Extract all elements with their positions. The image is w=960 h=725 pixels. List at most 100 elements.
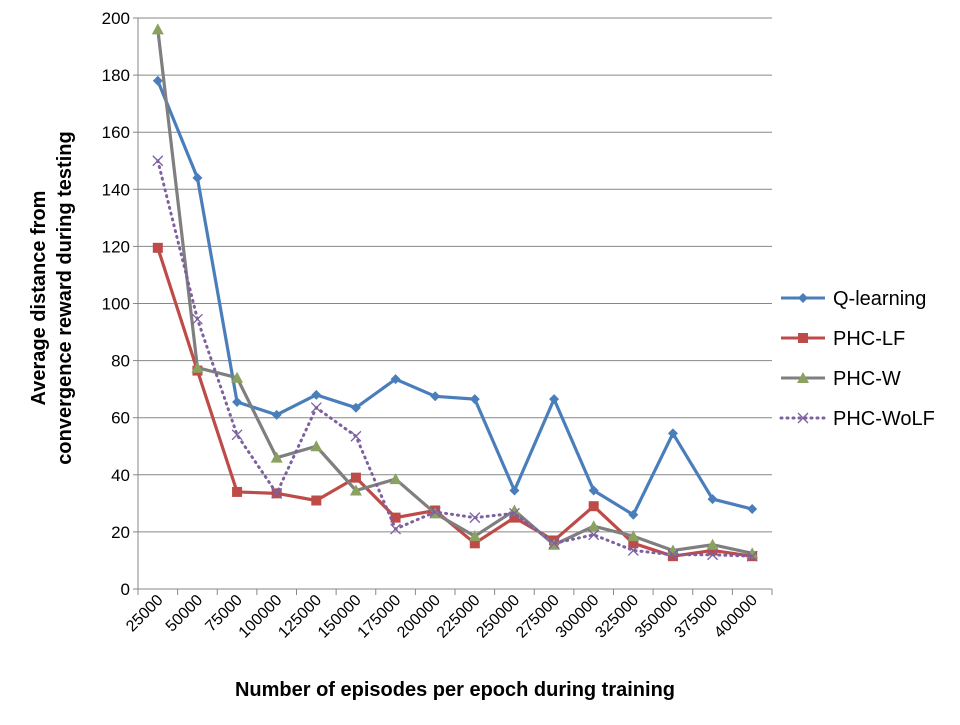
x-marker (271, 487, 283, 499)
triangle-marker (468, 530, 481, 542)
x-tick-label: 200000 (394, 592, 444, 642)
x-marker (469, 512, 481, 524)
x-marker (152, 155, 164, 167)
x-marker (350, 430, 362, 442)
diamond-marker (271, 409, 282, 420)
triangle-marker (587, 520, 600, 532)
y-tick-label: 0 (121, 580, 130, 599)
x-marker (191, 313, 203, 325)
series-phc-w (151, 23, 759, 559)
series-line (156, 80, 753, 517)
diamond-marker (152, 75, 163, 86)
y-tick-label: 140 (102, 180, 130, 199)
diamond-marker (350, 402, 361, 413)
legend-item: PHC-WoLF (779, 408, 935, 430)
x-marker (231, 429, 243, 441)
y-tick-label: 160 (102, 123, 130, 142)
y-axis-title-line2: convergence reward during testing (54, 131, 76, 464)
square-marker (469, 538, 480, 549)
triangle-marker (151, 23, 164, 35)
diamond-marker (430, 391, 441, 402)
square-marker (232, 486, 243, 497)
y-tick-label: 200 (102, 9, 130, 28)
legend-label: PHC-W (833, 368, 901, 390)
diamond-marker (311, 389, 322, 400)
legend-item: PHC-W (781, 368, 901, 390)
series-q-learning (152, 75, 758, 520)
x-marker (310, 402, 322, 414)
x-marker (429, 506, 441, 518)
x-tick-label: 175000 (355, 592, 405, 642)
y-axis-title-line1: Average distance from (28, 191, 50, 406)
diamond-marker (747, 504, 758, 515)
x-marker (508, 507, 520, 519)
x-axis-title: Number of episodes per epoch during trai… (235, 679, 675, 701)
x-tick-label: 350000 (632, 592, 682, 642)
diamond-marker (798, 293, 808, 303)
series-phc-wolf (152, 155, 758, 562)
diamond-marker (549, 394, 560, 405)
diamond-marker (707, 494, 718, 505)
diamond-marker (390, 374, 401, 385)
diamond-marker (588, 485, 599, 496)
triangle-marker (706, 538, 719, 550)
square-marker (350, 472, 361, 483)
square-marker (509, 512, 520, 523)
series-phc-lf (152, 242, 758, 562)
square-marker (628, 538, 639, 549)
square-marker (667, 551, 678, 562)
x-tick-label: 375000 (672, 592, 722, 642)
triangle-marker (627, 530, 640, 542)
triangle-marker (231, 371, 244, 383)
x-tick-label: 300000 (553, 592, 603, 642)
diamond-marker (469, 394, 480, 405)
triangle-marker (310, 440, 323, 452)
y-tick-label: 120 (102, 237, 130, 256)
legend-label: Q-learning (833, 288, 926, 310)
square-marker (588, 501, 599, 512)
legend-item: Q-learning (781, 288, 926, 310)
x-tick-label: 325000 (592, 592, 642, 642)
triangle-marker (797, 372, 809, 383)
triangle-marker (349, 484, 362, 496)
x-marker (746, 550, 758, 562)
series-line (156, 247, 753, 558)
series-line (156, 29, 753, 555)
legend-item: PHC-LF (781, 328, 905, 350)
x-marker (797, 412, 809, 424)
x-tick-label: 100000 (236, 592, 286, 642)
x-tick-label: 150000 (315, 592, 365, 642)
x-tick-label: 250000 (473, 592, 523, 642)
x-tick-label: 50000 (163, 592, 207, 636)
x-marker (390, 523, 402, 535)
y-tick-label: 80 (111, 352, 130, 371)
diamond-marker (192, 172, 203, 183)
x-marker (548, 537, 560, 549)
square-marker (311, 495, 322, 506)
triangle-marker (270, 451, 283, 463)
y-tick-label: 20 (111, 523, 130, 542)
y-tick-label: 60 (111, 409, 130, 428)
series-line (156, 159, 754, 558)
x-marker (627, 544, 639, 556)
triangle-marker (389, 473, 402, 485)
x-tick-label: 400000 (711, 592, 761, 642)
diamond-marker (509, 485, 520, 496)
x-marker (707, 549, 719, 561)
diamond-marker (232, 396, 243, 407)
y-tick-label: 40 (111, 466, 130, 485)
triangle-marker (666, 544, 679, 556)
x-tick-label: 225000 (434, 592, 484, 642)
square-marker (152, 242, 163, 253)
square-marker (707, 545, 718, 556)
x-marker (667, 549, 679, 561)
diamond-marker (667, 428, 678, 439)
x-marker (588, 529, 600, 541)
legend-label: PHC-LF (833, 328, 905, 350)
x-tick-label: 125000 (275, 592, 325, 642)
x-tick-label: 275000 (513, 592, 563, 642)
y-tick-label: 180 (102, 66, 130, 85)
triangle-marker (191, 361, 204, 373)
